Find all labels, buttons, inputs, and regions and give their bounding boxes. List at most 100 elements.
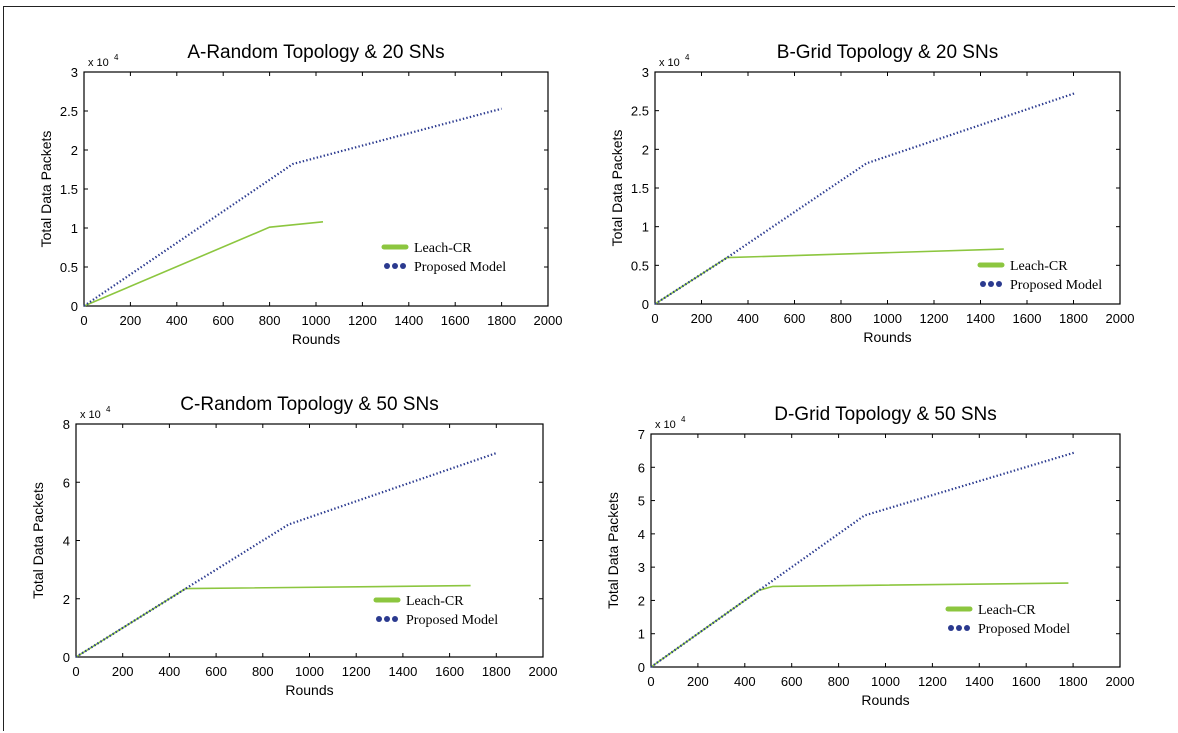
- x-tick-label: 1400: [966, 311, 995, 326]
- legend-swatch-dot: [948, 625, 954, 631]
- legend-label-proposed-model: Proposed Model: [406, 613, 498, 628]
- legend-swatch-dot: [392, 263, 398, 269]
- y-tick-label: 4: [63, 534, 70, 549]
- x-tick-label: 2000: [1106, 311, 1135, 326]
- x-tick-label: 1000: [873, 311, 902, 326]
- y-tick-label: 2: [63, 592, 70, 607]
- y-tick-label: 6: [638, 460, 645, 475]
- chart-title: D-Grid Topology & 50 SNs: [774, 404, 996, 425]
- x-tick-label: 400: [734, 674, 756, 689]
- y-tick-label: 0: [63, 650, 70, 665]
- x-tick-label: 1200: [918, 674, 947, 689]
- x-axis-label: Rounds: [861, 692, 909, 708]
- x-tick-label: 1000: [871, 674, 900, 689]
- y-tick-label: 0: [638, 660, 645, 675]
- x-tick-label: 600: [212, 313, 234, 328]
- x-tick-label: 1600: [441, 313, 470, 328]
- x-tick-label: 1400: [394, 313, 423, 328]
- x-tick-label: 600: [784, 311, 806, 326]
- y-multiplier-exponent: 4: [681, 415, 686, 424]
- chart-panel-1: 0 200 400 600 800 1000 1200 1400 1600 1800 2000 0 0.…: [38, 42, 562, 347]
- legend-label-proposed-model: Proposed Model: [414, 260, 506, 275]
- plot-area: [75, 423, 544, 658]
- x-tick-label: 600: [781, 674, 803, 689]
- x-tick-label: 200: [687, 674, 709, 689]
- x-tick-label: 2000: [1106, 674, 1135, 689]
- y-tick-label: 2: [638, 593, 645, 608]
- x-tick-label: 400: [166, 313, 188, 328]
- x-tick-label: 0: [647, 674, 654, 689]
- legend: Leach-CR Proposed Model: [945, 603, 1070, 637]
- chart-panel-4: 0 200 400 600 800 1000 1200 1400 1600 1800 2000 0 1 2…: [605, 404, 1134, 708]
- legend-label-proposed-model: Proposed Model: [1010, 278, 1102, 293]
- legend-label-leach-cr: Leach-CR: [1010, 259, 1068, 274]
- y-multiplier: x 10: [88, 57, 109, 69]
- x-tick-label: 1600: [435, 664, 464, 679]
- series-line-leach-cr: [75, 584, 471, 658]
- y-tick-label: 3: [71, 65, 78, 80]
- plot-area: [83, 71, 549, 307]
- x-tick-label: 1400: [965, 674, 994, 689]
- x-axis-label: Rounds: [863, 329, 911, 345]
- chart-title: A-Random Topology & 20 SNs: [187, 42, 444, 63]
- legend-swatch-dot: [980, 281, 986, 287]
- y-tick-label: 5: [638, 494, 645, 509]
- legend-label-leach-cr: Leach-CR: [978, 603, 1036, 618]
- x-tick-label: 800: [252, 664, 274, 679]
- x-tick-label: 1200: [920, 311, 949, 326]
- x-tick-label: 1200: [342, 664, 371, 679]
- y-multiplier-exponent: 4: [114, 53, 119, 62]
- figure-frame: [3, 6, 1175, 731]
- legend-label-proposed-model: Proposed Model: [978, 622, 1070, 637]
- x-tick-label: 800: [259, 313, 281, 328]
- series-line-leach-cr: [654, 248, 1004, 305]
- x-tick-label: 400: [159, 664, 181, 679]
- series-line-proposed-model: [83, 107, 502, 307]
- legend-swatch-dot: [964, 625, 970, 631]
- x-tick-label: 200: [112, 664, 134, 679]
- y-tick-label: 0.5: [60, 260, 78, 275]
- x-tick-label: 800: [828, 674, 850, 689]
- x-tick-label: 2000: [534, 313, 563, 328]
- series-line-proposed-model: [654, 91, 1077, 305]
- chart-panel-2: 0 200 400 600 800 1000 1200 1400 1600 1800 2000 0 0.…: [609, 42, 1134, 345]
- y-tick-label: 1: [71, 221, 78, 236]
- y-tick-label: 3: [642, 65, 649, 80]
- y-tick-label: 2: [71, 143, 78, 158]
- y-tick-label: 0: [642, 297, 649, 312]
- y-tick-label: 7: [638, 427, 645, 442]
- y-multiplier-exponent: 4: [685, 53, 690, 62]
- legend-swatch-dot: [384, 263, 390, 269]
- x-tick-label: 200: [120, 313, 142, 328]
- legend-label-leach-cr: Leach-CR: [406, 594, 464, 609]
- y-multiplier: x 10: [80, 409, 101, 421]
- y-tick-label: 1: [638, 627, 645, 642]
- series-line-proposed-model: [75, 452, 497, 658]
- x-tick-label: 1000: [302, 313, 331, 328]
- x-tick-label: 1800: [482, 664, 511, 679]
- y-tick-label: 2: [642, 142, 649, 157]
- x-tick-label: 1200: [348, 313, 377, 328]
- x-tick-label: 1800: [1059, 674, 1088, 689]
- y-tick-label: 1.5: [631, 181, 649, 196]
- y-tick-label: 1: [642, 220, 649, 235]
- legend-swatch-dot: [392, 616, 398, 622]
- y-axis-label: Total Data Packets: [605, 492, 621, 609]
- legend: Leach-CR Proposed Model: [977, 259, 1102, 293]
- x-tick-label: 200: [691, 311, 713, 326]
- y-tick-label: 0: [71, 299, 78, 314]
- y-multiplier-exponent: 4: [106, 405, 111, 414]
- x-axis-label: Rounds: [285, 682, 333, 698]
- legend-swatch-dot: [400, 263, 406, 269]
- y-tick-label: 2.5: [631, 104, 649, 119]
- y-axis-label: Total Data Packets: [30, 482, 46, 599]
- y-tick-label: 2.5: [60, 104, 78, 119]
- x-tick-label: 0: [651, 311, 658, 326]
- plot-area: [650, 433, 1121, 668]
- y-axis-label: Total Data Packets: [38, 131, 54, 248]
- y-tick-label: 4: [638, 527, 645, 542]
- chart-title: C-Random Topology & 50 SNs: [180, 394, 438, 415]
- x-tick-label: 1600: [1012, 674, 1041, 689]
- y-tick-label: 8: [63, 417, 70, 432]
- y-tick-label: 1.5: [60, 182, 78, 197]
